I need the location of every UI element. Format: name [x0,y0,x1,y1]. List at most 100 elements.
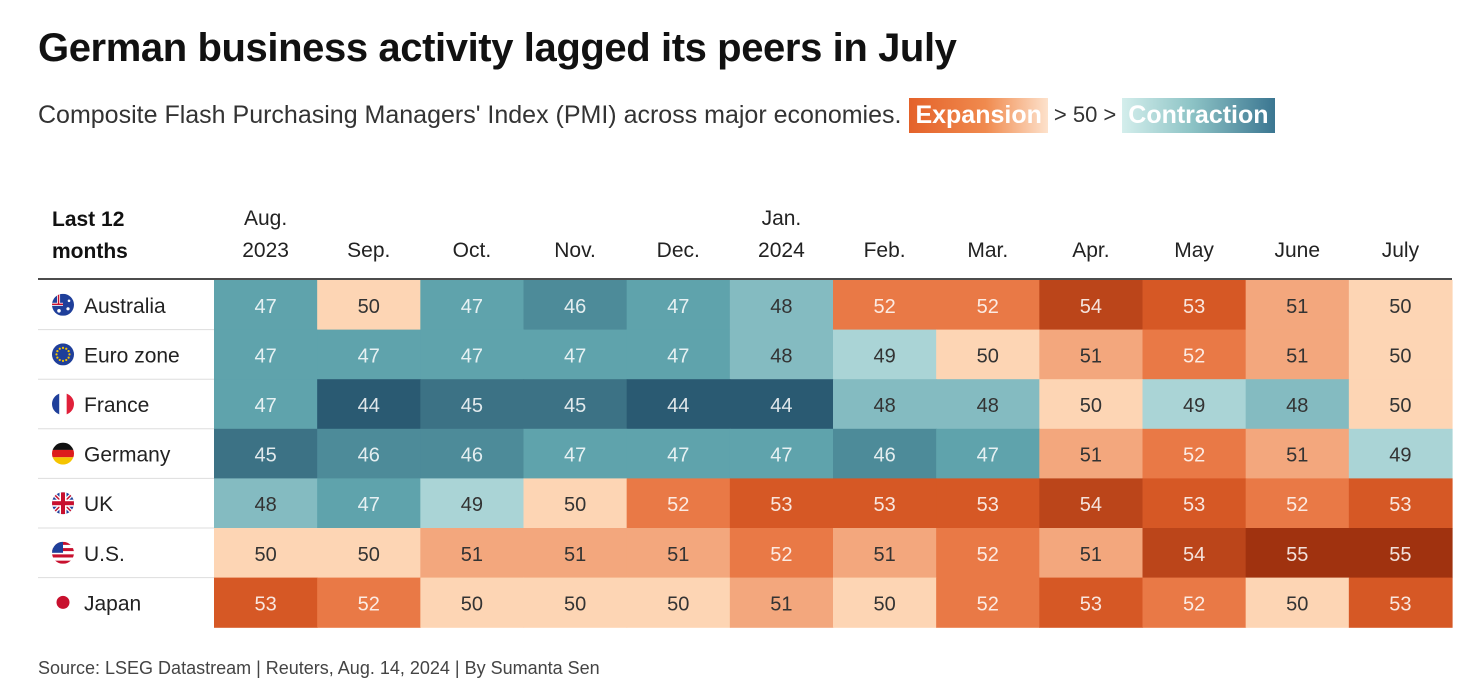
heatmap-cell [317,329,421,380]
cell-value-label: 50 [1389,395,1411,417]
heatmap-cell [729,577,834,628]
heatmap-cell [1142,577,1247,628]
heatmap-cell [1039,280,1144,331]
cell-value-label: 44 [770,395,792,417]
row-label: UK [84,493,113,516]
row-label: U.S. [84,543,125,566]
threshold-legend: > 50 > [1053,102,1117,127]
cell-value-label: 52 [667,494,689,516]
heatmap-cell [214,280,318,331]
column-header: Feb. [864,239,906,262]
heatmap-cell [936,577,1040,628]
cell-value-label: 45 [461,395,483,417]
cell-value-label: 47 [358,494,380,516]
heatmap-cell [523,528,628,579]
cell-value-label: 52 [977,296,999,318]
cell-value-label: 51 [1080,445,1102,467]
heatmap-cell [729,478,834,529]
cell-value-label: 48 [770,345,792,367]
heatmap-cell [1039,478,1144,529]
heatmap-cell [317,478,421,529]
column-header: July [1382,239,1420,262]
us-flag-icon [52,541,74,564]
cell-value-label: 47 [254,345,276,367]
row-label: Germany [84,444,171,467]
heatmap-cell [420,577,525,628]
heatmap-cell [214,478,318,529]
cell-value-label: 52 [977,593,999,615]
row-label: France [84,394,149,417]
cell-value-label: 52 [770,544,792,566]
column-header: 2024 [758,239,805,262]
heatmap-cell [1039,329,1144,380]
cell-value-label: 52 [1183,345,1205,367]
cell-value-label: 50 [977,345,999,367]
heatmap-cell [1348,528,1453,579]
cell-value-label: 53 [1183,296,1205,318]
uk-flag-icon [52,492,74,515]
france-flag-icon [52,393,74,415]
cell-value-label: 45 [564,395,586,417]
heatmap-cell [317,577,421,628]
chart-subtitle: Composite Flash Purchasing Managers' Ind… [38,92,1275,138]
cell-value-label: 51 [1080,345,1102,367]
cell-value-label: 47 [977,445,999,467]
cell-value-label: 49 [461,494,483,516]
heatmap-cell [214,329,318,380]
chart-title: German business activity lagged its peer… [38,26,957,70]
heatmap-cell [833,280,937,331]
cell-value-label: 53 [254,593,276,615]
heatmap-cell [936,280,1040,331]
heatmap-cell [833,577,937,628]
column-header: Mar. [967,239,1008,262]
cell-value-label: 47 [667,345,689,367]
heatmap-cell [1142,478,1247,529]
cell-value-label: 50 [1080,395,1102,417]
cell-value-label: 50 [358,544,380,566]
heatmap-cell [1245,478,1350,529]
heatmap-cell [214,577,318,628]
heatmap-cell [1142,329,1247,380]
heatmap-cell [936,478,1040,529]
cell-value-label: 50 [1389,296,1411,318]
heatmap-cell [626,329,731,380]
cell-value-label: 52 [358,593,380,615]
column-header: Jan. [762,207,802,230]
heatmap-cell [833,379,937,430]
cell-value-label: 47 [461,345,483,367]
cell-value-label: 44 [667,395,689,417]
cell-value-label: 46 [461,445,483,467]
column-header: June [1274,239,1320,262]
heatmap-cell [523,379,628,430]
cell-value-label: 47 [254,395,276,417]
cell-value-label: 51 [873,544,895,566]
heatmap-cell [1039,577,1144,628]
heatmap-cell [729,280,834,331]
heatmap-cell [523,577,628,628]
cell-value-label: 52 [1286,494,1308,516]
cell-value-label: 49 [1183,395,1205,417]
cell-value-label: 52 [977,544,999,566]
expansion-legend: Expansion [909,97,1048,133]
cell-value-label: 55 [1286,544,1308,566]
cell-value-label: 53 [1389,494,1411,516]
cell-value-label: 54 [1080,296,1102,318]
cell-value-label: 51 [564,544,586,566]
cell-value-label: 44 [358,395,380,417]
cell-value-label: 48 [770,296,792,318]
heatmap-cell [420,379,525,430]
cell-value-label: 50 [1286,593,1308,615]
cell-value-label: 50 [873,593,895,615]
heatmap-cell [833,528,937,579]
cell-value-label: 53 [977,494,999,516]
heatmap-cell [729,428,834,479]
contraction-legend: Contraction [1122,97,1275,133]
cell-value-label: 53 [1389,593,1411,615]
cell-value-label: 47 [564,445,586,467]
heatmap-cell [936,329,1040,380]
heatmap-cell [420,428,525,479]
cell-value-label: 53 [1080,593,1102,615]
heatmap-cell [626,379,731,430]
cell-value-label: 45 [254,445,276,467]
heatmap-cell [317,379,421,430]
